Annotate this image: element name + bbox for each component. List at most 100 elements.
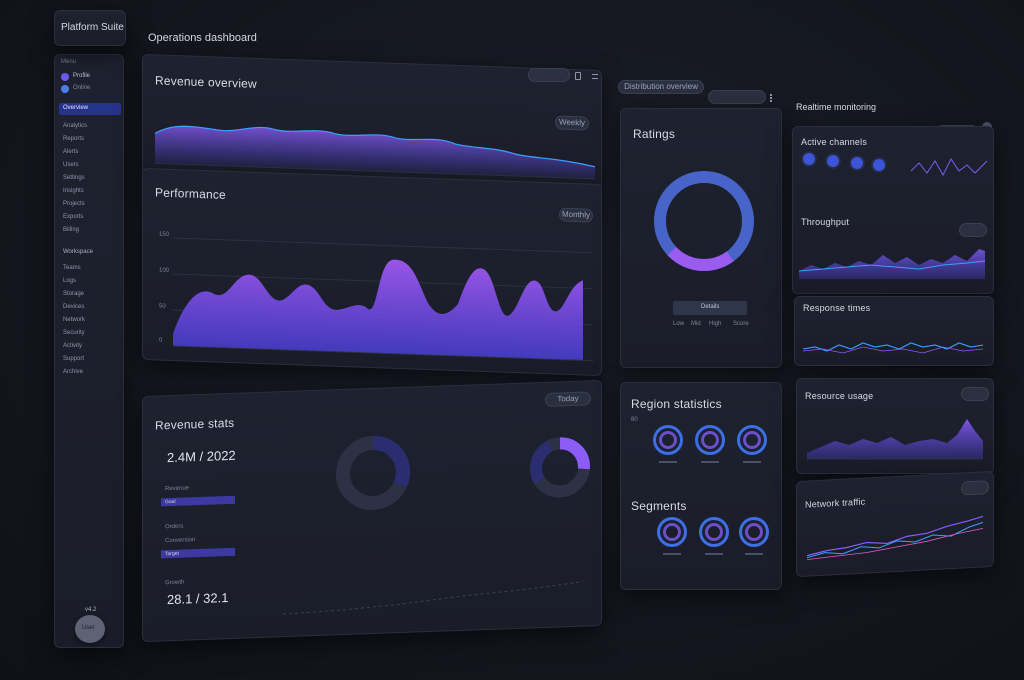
progress-ring: [699, 517, 729, 547]
brand-bar: Platform Suite: [54, 10, 126, 46]
right-card-4-title: Resource usage: [805, 391, 874, 401]
sidebar-group-item[interactable]: Network: [63, 317, 86, 323]
sidebar-item[interactable]: Projects: [63, 201, 85, 207]
top-chart-title: Revenue overview: [155, 73, 257, 91]
menu-icon[interactable]: [592, 74, 598, 79]
summary-value-2: 28.1 / 32.1: [167, 590, 229, 608]
throughput-toggle[interactable]: [959, 223, 987, 237]
sidebar-group-item[interactable]: Devices: [63, 304, 85, 310]
rings-panel: Region statistics 80 Segments: [620, 382, 782, 590]
profile-sub: Online: [73, 85, 91, 91]
summary-bar-2-label: Target: [165, 550, 179, 558]
sidebar-item[interactable]: Alerts: [63, 149, 79, 155]
summary-donut-1: [336, 435, 410, 510]
main-chart-title: Performance: [155, 185, 226, 202]
sidebar-group-item[interactable]: Activity: [63, 343, 83, 349]
channel-dot-1[interactable]: [803, 153, 815, 165]
progress-ring-caption: [663, 553, 681, 555]
progress-ring-caption: [705, 553, 723, 555]
top-chart-svg: [155, 125, 595, 180]
donut-left-label-1: Low: [673, 321, 685, 327]
summary-panel: Revenue stats Today 2.4M / 2022 Revenue …: [142, 379, 602, 643]
version-label: v4.2: [85, 607, 97, 613]
rings-panel-title: Region statistics: [631, 397, 722, 411]
sidebar-item[interactable]: Settings: [63, 175, 85, 181]
sidebar-group-item[interactable]: Teams: [63, 265, 81, 271]
sidebar-item[interactable]: Analytics: [63, 123, 88, 129]
progress-ring: [657, 517, 687, 547]
sidebar-item[interactable]: Billing: [63, 227, 80, 233]
right-header-search[interactable]: [940, 118, 974, 126]
summary-toggle[interactable]: Today: [545, 391, 591, 407]
sidebar: Menu Profile Online Overview Analytics Re…: [54, 54, 124, 648]
sidebar-group-item[interactable]: Storage: [63, 291, 85, 297]
channel-dot-2[interactable]: [827, 155, 839, 167]
channel-dot-4[interactable]: [873, 159, 885, 171]
progress-ring-caption: [743, 461, 761, 463]
profile-label[interactable]: Profile: [73, 73, 91, 79]
export-icon[interactable]: [575, 72, 581, 80]
sidebar-group-item[interactable]: Archive: [63, 369, 84, 375]
avatar[interactable]: User: [75, 615, 105, 643]
network-toggle[interactable]: [961, 480, 989, 496]
summary-label-4: Growth: [165, 579, 185, 587]
sidebar-group-item[interactable]: Security: [63, 330, 85, 336]
channel-dot-3[interactable]: [851, 157, 863, 169]
donut-chart: [654, 171, 754, 271]
brand-name: Platform Suite: [61, 22, 124, 33]
progress-ring-caption: [659, 461, 677, 463]
channel-mini-chart: [911, 158, 987, 177]
right-card-1-title: Active channels: [801, 137, 868, 147]
donut-panel-title: Ratings: [633, 127, 676, 141]
right-card-1: Active channels Throughput: [792, 126, 994, 294]
right-card-5-title: Network traffic: [805, 496, 866, 510]
page-title: Operations dashboard: [148, 32, 257, 44]
summary-label-3: Conversion: [165, 537, 196, 545]
distribution-header[interactable]: Distribution overview: [618, 80, 704, 94]
main-chart-panel: Performance Monthly 150 100 50 0: [142, 167, 602, 377]
header-select[interactable]: [528, 68, 570, 82]
right-card-2-title: Throughput: [801, 217, 850, 227]
avatar-label: User: [82, 625, 95, 631]
distribution-select[interactable]: [708, 90, 766, 104]
sidebar-group-label: Workspace: [63, 249, 93, 255]
main-chart-toggle[interactable]: Monthly: [559, 207, 593, 223]
sidebar-section-label: Menu: [61, 59, 77, 65]
details-button[interactable]: Details: [673, 301, 747, 315]
progress-ring-caption: [745, 553, 763, 555]
donut-panel: Ratings Details Low Mid High Score: [620, 108, 782, 368]
main-chart-svg: [173, 237, 593, 362]
summary-bar-2: Target: [161, 547, 235, 559]
network-chart: [807, 515, 984, 561]
sidebar-active-label: Overview: [63, 105, 89, 111]
y-tick-3: 50: [159, 303, 166, 310]
distribution-menu-icon[interactable]: [770, 94, 772, 102]
summary-trend: [283, 581, 583, 615]
sidebar-item-active[interactable]: Overview: [59, 103, 121, 115]
resource-toggle[interactable]: [961, 387, 989, 401]
y-tick-4: 0: [159, 337, 163, 344]
sidebar-item[interactable]: Insights: [63, 188, 84, 194]
right-header: Realtime monitoring: [796, 102, 877, 112]
donut-left-label-3: High: [709, 321, 722, 327]
response-chart: [803, 342, 984, 354]
status-icon: [61, 85, 69, 93]
sidebar-item[interactable]: Reports: [63, 136, 85, 142]
summary-bar-1-label: Goal: [165, 498, 176, 506]
profile-icon: [61, 73, 69, 81]
donut-left-label-2: Mid: [691, 321, 701, 327]
donut-right-label: Score: [733, 321, 749, 327]
summary-label-1: Revenue: [165, 485, 190, 493]
y-tick-2: 100: [159, 267, 170, 274]
progress-ring: [695, 425, 725, 455]
summary-value-1: 2.4M / 2022: [167, 447, 236, 466]
sidebar-group-item[interactable]: Support: [63, 356, 85, 362]
right-card-4: Resource usage: [796, 378, 994, 474]
sidebar-item[interactable]: Exports: [63, 214, 84, 220]
sidebar-group-item[interactable]: Logs: [63, 278, 77, 284]
resource-chart: [807, 419, 983, 460]
right-card-5: Network traffic: [796, 470, 994, 578]
progress-ring: [653, 425, 683, 455]
sidebar-item[interactable]: Users: [63, 162, 79, 168]
progress-ring-caption: [701, 461, 719, 463]
